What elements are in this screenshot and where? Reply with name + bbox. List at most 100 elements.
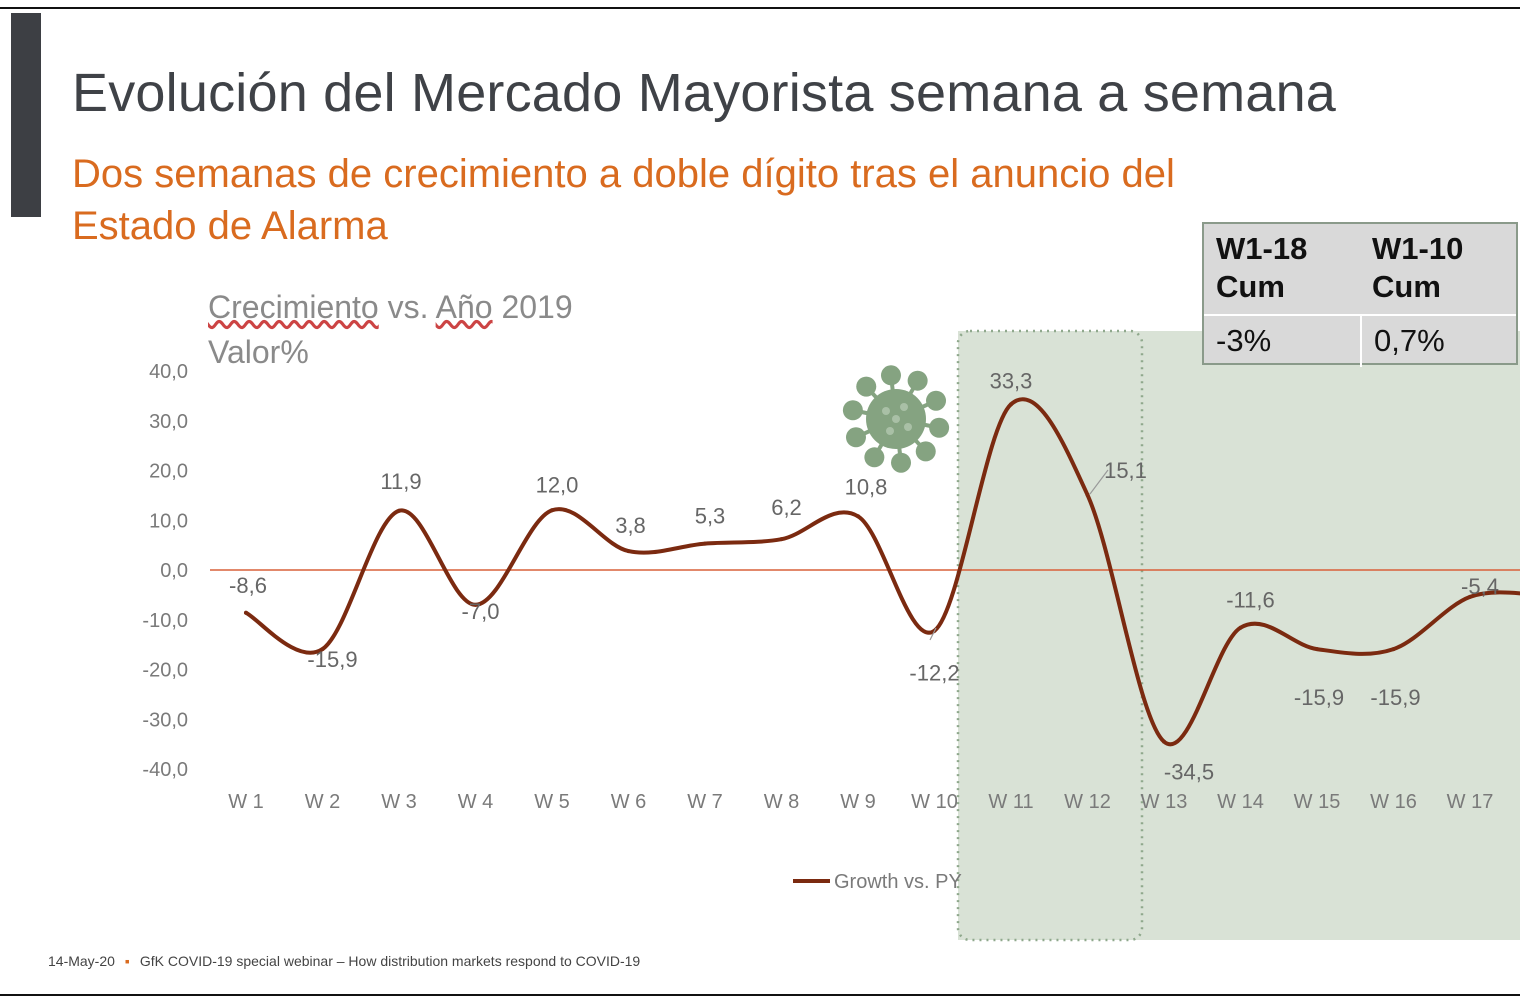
virus-dot	[904, 423, 912, 431]
data-point	[320, 647, 325, 652]
data-label: -11,6	[1226, 588, 1275, 613]
x-tick-label: W 14	[1217, 791, 1264, 813]
y-tick-label: -30,0	[142, 709, 188, 731]
footer-date: 14-May-20	[48, 953, 115, 969]
virus-spike-tip	[864, 447, 885, 468]
data-label: 10,8	[845, 474, 888, 499]
virus-dot	[892, 415, 900, 423]
coronavirus-icon	[842, 365, 950, 473]
chart-subtitle: Valor%	[208, 334, 309, 370]
x-tick-label: W 12	[1064, 791, 1111, 813]
leader-line	[929, 627, 937, 641]
chart-title-word-2: vs.	[378, 289, 436, 325]
x-tick-label: W 8	[764, 791, 800, 813]
cumulative-header-2: W1-10 Cum	[1372, 231, 1464, 304]
data-label: 12,0	[536, 472, 579, 497]
data-label: 33,3	[990, 368, 1033, 393]
y-tick-label: 20,0	[149, 461, 188, 483]
data-point	[1085, 492, 1090, 497]
x-tick-label: W 9	[840, 791, 876, 813]
x-tick-label: W 13	[1141, 791, 1188, 813]
data-label: 5,3	[695, 504, 726, 529]
data-label: 3,8	[615, 513, 646, 538]
chart-label-layer: -8,6 -15,9 11,9 -7,0 12,0 3,8 5,3 6,2 10,8 -12,2 3…	[229, 368, 1499, 784]
data-point	[397, 508, 401, 513]
data-label: 11,9	[380, 469, 421, 494]
chart-axis-layer: 40,0 30,0 20,0 10,0 0,0 -10,0 -20,0 -30,0 -40,0 W…	[142, 361, 1520, 813]
data-point	[1315, 647, 1319, 652]
slide-footer: 14-May-20 ▪ GfK COVID-19 special webinar –…	[48, 953, 640, 969]
legend-label: Growth vs. PY	[834, 871, 962, 893]
cumulative-value-row: -3% 0,7%	[1204, 314, 1516, 367]
data-label: -34,5	[1164, 760, 1214, 785]
chart-background-layer	[956, 329, 1520, 942]
data-point	[779, 537, 784, 542]
virus-spike-tip	[880, 365, 901, 386]
data-label: 15,1	[1104, 458, 1147, 483]
data-point	[1009, 402, 1013, 407]
virus-spike-tip	[907, 370, 928, 391]
footer-text: GfK COVID-19 special webinar – How distr…	[139, 953, 641, 969]
leader-line	[1089, 469, 1109, 495]
x-tick-label: W 3	[381, 791, 417, 813]
cumulative-value-1: -3%	[1216, 323, 1272, 358]
x-tick-label: W 17	[1447, 791, 1494, 813]
virus-spike-tip	[891, 452, 912, 473]
footer-separator: ▪	[124, 953, 130, 969]
data-label: -15,9	[307, 647, 357, 672]
data-label: -8,6	[229, 573, 267, 598]
cumulative-table: W1-18 Cum W1-10 Cum -3% 0,7%	[1202, 222, 1518, 367]
y-tick-label: 0,0	[160, 560, 188, 582]
slide-subtitle: Dos semanas de crecimiento a doble dígit…	[72, 152, 1175, 248]
data-point	[244, 610, 248, 615]
x-tick-label: W 6	[611, 791, 647, 813]
chart-legend: Growth vs. PY	[793, 871, 962, 893]
virus-spike-tip	[842, 400, 863, 421]
x-tick-label: W 1	[228, 791, 264, 813]
cumulative-value-2: 0,7%	[1360, 316, 1516, 367]
virus-dot	[882, 407, 890, 415]
data-point	[550, 508, 554, 513]
chart-title-word-3: Año	[435, 289, 493, 325]
slide-top-border	[0, 7, 1520, 9]
data-point	[473, 602, 478, 607]
virus-spike-tip	[845, 427, 866, 448]
slide-title: Evolución del Mercado Mayorista semana a…	[72, 63, 1337, 123]
x-tick-label: W 5	[534, 791, 570, 813]
virus-spike-tip	[915, 441, 936, 462]
y-tick-label: 40,0	[149, 361, 188, 383]
data-label: -12,2	[909, 661, 959, 686]
slide-bottom-border	[0, 994, 1520, 996]
x-tick-label: W 7	[687, 791, 723, 813]
virus-spike-tip	[929, 417, 950, 438]
data-point	[626, 549, 631, 554]
x-tick-label: W 2	[305, 791, 341, 813]
virus-spike-tip	[856, 376, 877, 397]
data-point	[703, 541, 707, 546]
data-point	[1391, 647, 1396, 652]
title-accent-bar	[11, 13, 41, 217]
chart-title-word-1: Crecimiento	[208, 289, 379, 325]
x-tick-label: W 4	[458, 791, 494, 813]
covid-period-highlight	[958, 331, 1520, 940]
x-tick-label: W 10	[911, 791, 958, 813]
data-point	[1238, 625, 1243, 630]
data-point	[856, 514, 860, 519]
x-tick-label: W 15	[1294, 791, 1341, 813]
y-tick-label: -20,0	[142, 660, 188, 682]
y-tick-label: 30,0	[149, 411, 188, 433]
virus-dot	[900, 403, 908, 411]
series-line-growth	[244, 397, 1520, 747]
data-label: 6,2	[771, 495, 802, 520]
data-label: -15,9	[1370, 685, 1420, 710]
x-tick-label: W 11	[988, 791, 1033, 813]
virus-spike-tip	[926, 390, 947, 411]
y-tick-label: -10,0	[142, 610, 188, 632]
y-tick-label: -40,0	[142, 759, 188, 781]
chart-title: Crecimiento vs. Año 2019 Valor%	[208, 285, 573, 375]
alarm-weeks-box	[956, 329, 1144, 942]
cumulative-header-1: W1-18 Cum	[1216, 231, 1308, 304]
chart-title-word-4: 2019	[492, 289, 573, 325]
data-label: -7,0	[462, 599, 500, 624]
